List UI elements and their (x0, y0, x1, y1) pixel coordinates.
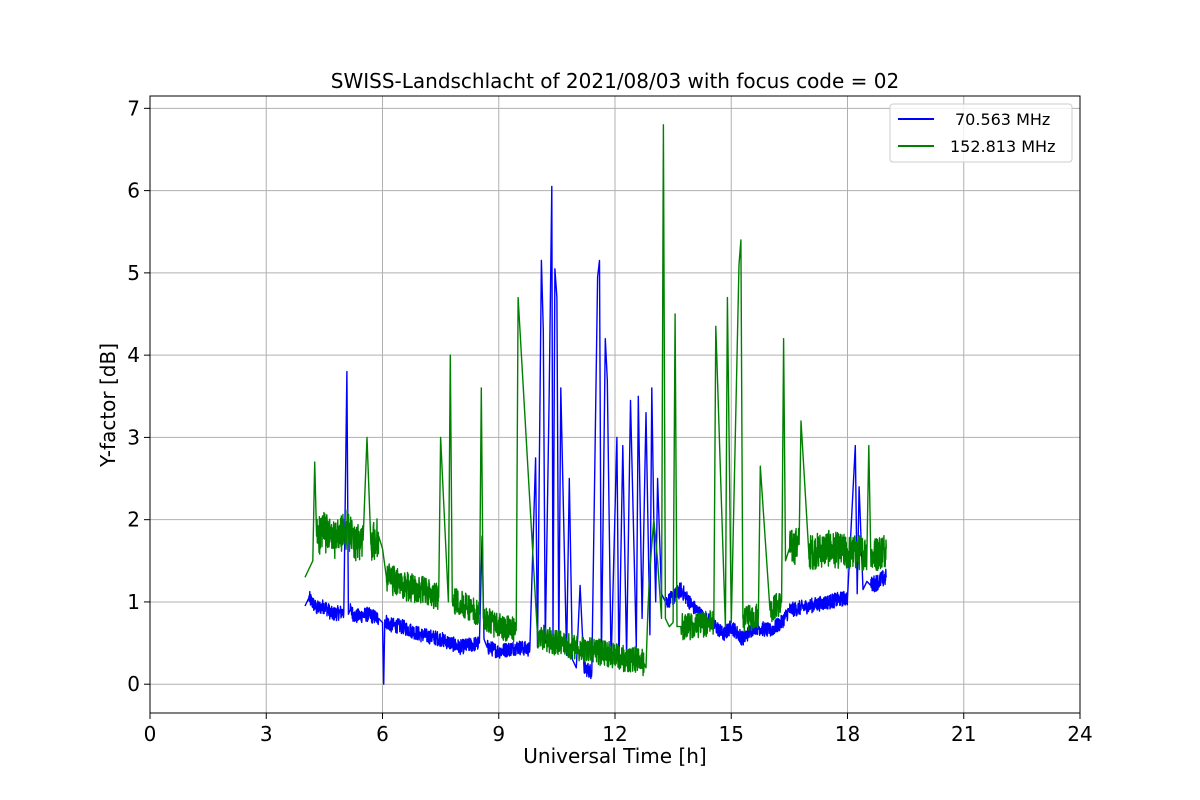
legend: 70.563 MHz 152.813 MHz (889, 103, 1073, 163)
y-tick-label: 7 (127, 96, 140, 120)
x-tick-label: 18 (835, 722, 860, 746)
x-tick-label: 24 (1067, 722, 1092, 746)
x-axis-label: Universal Time [h] (523, 744, 706, 768)
y-tick-label: 1 (127, 590, 140, 614)
legend-box (889, 103, 1073, 163)
x-tick-label: 9 (492, 722, 505, 746)
grid (149, 96, 1081, 713)
y-axis-label: Y-factor [dB] (96, 343, 120, 468)
x-tick-label: 21 (951, 722, 976, 746)
y-tick-label: 5 (127, 261, 140, 285)
y-tick-label: 6 (127, 179, 140, 203)
legend-label-series-2: 152.813 MHz (950, 137, 1055, 156)
y-tick-label: 3 (127, 425, 140, 449)
x-tick-label: 6 (376, 722, 389, 746)
chart-title: SWISS-Landschlacht of 2021/08/03 with fo… (331, 69, 899, 93)
x-axis-ticks: 0 3 6 9 12 15 18 21 24 (144, 713, 1093, 746)
x-tick-label: 3 (260, 722, 273, 746)
y-tick-label: 0 (127, 672, 140, 696)
x-tick-label: 0 (144, 722, 157, 746)
series-lines (304, 124, 887, 685)
series-line-1 (304, 185, 887, 685)
series-line-2 (304, 124, 887, 677)
legend-label-series-1: 70.563 MHz (955, 110, 1050, 129)
y-axis-ticks: 0 1 2 3 4 5 6 7 (127, 96, 150, 696)
x-tick-label: 15 (719, 722, 744, 746)
y-tick-label: 2 (127, 508, 140, 532)
x-tick-label: 12 (602, 722, 627, 746)
y-tick-label: 4 (127, 343, 140, 367)
